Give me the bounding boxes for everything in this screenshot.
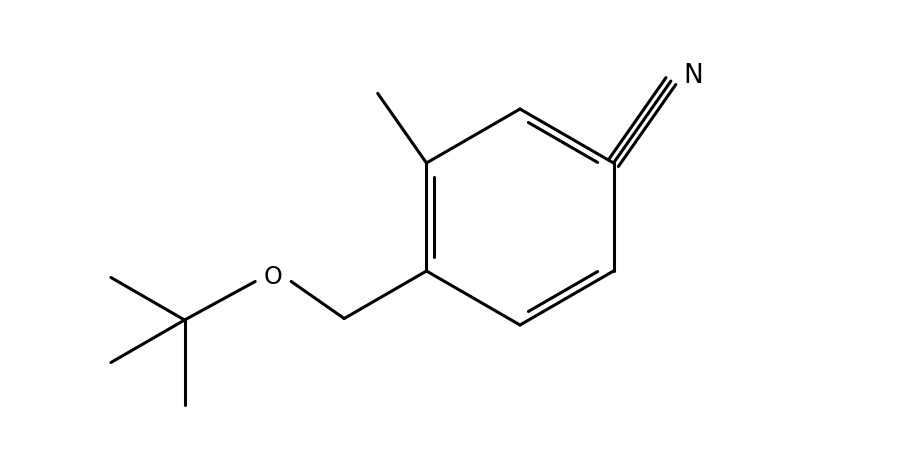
- Text: N: N: [683, 63, 703, 89]
- Text: O: O: [264, 265, 283, 289]
